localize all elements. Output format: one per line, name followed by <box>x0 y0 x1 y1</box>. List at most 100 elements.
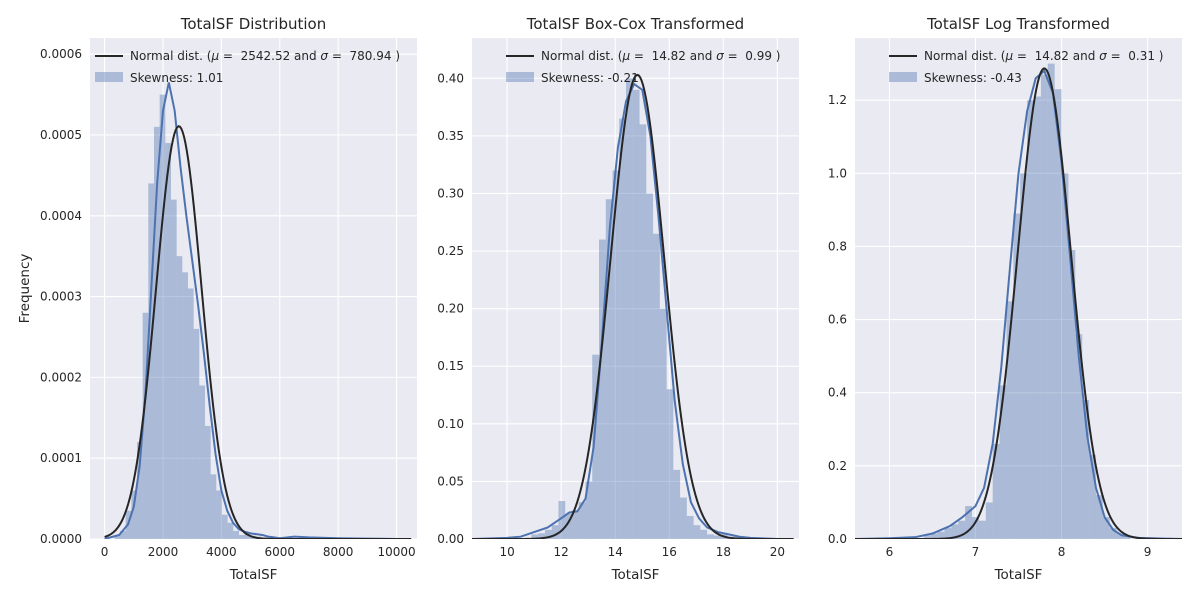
plot-background <box>472 38 799 539</box>
histogram-bar <box>244 532 251 539</box>
histogram-bar <box>599 239 606 539</box>
y-tick-label: 0.0006 <box>40 47 82 61</box>
y-tick-label: 0.4 <box>828 386 847 400</box>
panel-1: 0 2000 4000 6000 8000 10000 0.0000 0.0001 0.0002… <box>17 15 417 583</box>
y-tick-label: 0.0 <box>828 532 847 546</box>
histogram-bar <box>165 143 171 539</box>
legend-normal-label: Normal dist. (μ = 2542.52 and σ = 780.94… <box>130 49 400 63</box>
y-tick-label: 0.20 <box>437 302 464 316</box>
histogram-bar <box>227 522 234 539</box>
histogram-bar <box>182 272 188 539</box>
plot-area <box>855 63 1182 539</box>
y-tick-label: 0.00 <box>437 532 464 546</box>
kde-line <box>855 69 1182 539</box>
histogram-bar <box>585 481 593 539</box>
legend-skewness-label: Skewness: -0.43 <box>924 71 1022 85</box>
histogram-bar <box>137 442 143 539</box>
histogram-bar <box>170 199 177 539</box>
histogram-bar <box>142 312 149 539</box>
x-axis-label: TotalSF <box>611 567 660 583</box>
histogram-bar <box>693 525 701 539</box>
x-tick-label: 8000 <box>323 545 354 559</box>
histogram-bar <box>958 520 966 539</box>
x-tick-label: 8 <box>1058 545 1066 559</box>
x-tick-label: 10 <box>499 545 514 559</box>
x-axis-label: TotalSF <box>229 567 278 583</box>
legend-hist-swatch <box>95 72 123 82</box>
histogram-bar <box>626 78 633 539</box>
histogram-bar <box>1095 495 1103 539</box>
plot-area <box>104 82 412 539</box>
x-tick-label: 10000 <box>377 545 415 559</box>
histogram-bar <box>531 534 539 539</box>
histogram-bar <box>612 170 620 539</box>
panel-title: TotalSF Log Transformed <box>926 15 1110 33</box>
legend: Normal dist. (μ = 2542.52 and σ = 780.94… <box>95 49 400 85</box>
y-tick-label: 0.0001 <box>40 451 82 465</box>
histogram-bar <box>578 502 586 539</box>
histogram-bar <box>538 533 545 539</box>
y-tick-label: 0.8 <box>828 239 847 253</box>
x-tick-label: 4000 <box>206 545 237 559</box>
panel-title: TotalSF Box-Cox Transformed <box>526 15 744 33</box>
histogram-bar <box>176 256 183 539</box>
histogram-bar <box>999 385 1007 539</box>
normal-fit-line <box>855 67 1182 539</box>
x-tick-label: 18 <box>716 545 731 559</box>
histogram-bar <box>233 530 239 539</box>
histogram-bar <box>680 497 687 539</box>
histogram-bar <box>544 529 552 539</box>
histogram-bar <box>1082 400 1090 539</box>
panel-title: TotalSF Distribution <box>180 15 326 33</box>
legend: Normal dist. (μ = 14.82 and σ = 0.31 ) Sk… <box>889 49 1163 85</box>
y-tick-label: 0.35 <box>437 129 464 143</box>
y-axis-label: Frequency <box>17 254 33 324</box>
y-tick-label: 0.0003 <box>40 290 82 304</box>
histogram-bar <box>1116 533 1124 539</box>
histogram-bar <box>700 529 708 539</box>
histogram-bar <box>216 490 222 539</box>
plot-background <box>855 38 1182 539</box>
histogram-bar <box>653 233 660 539</box>
histogram-bar <box>1040 74 1048 539</box>
histogram-bar <box>571 510 579 539</box>
histogram-bar <box>120 530 126 539</box>
legend-hist-swatch <box>889 72 917 82</box>
histogram-bar <box>1102 517 1110 539</box>
x-tick-label: 6000 <box>265 545 296 559</box>
histogram-bar <box>1047 63 1055 539</box>
histogram-bar <box>1006 301 1014 539</box>
histogram-bar <box>965 506 973 539</box>
histogram-bar <box>1068 250 1076 539</box>
histogram-bar <box>187 288 194 539</box>
histogram-bar <box>923 535 931 539</box>
y-tick-label: 0.2 <box>828 459 847 473</box>
histogram-bar <box>673 469 681 539</box>
histogram-bar <box>1061 173 1069 539</box>
normal-fit-line <box>472 73 794 539</box>
plot-area <box>472 73 794 539</box>
histogram-bar <box>646 193 654 539</box>
histogram-bar <box>153 126 160 539</box>
histogram-bar <box>666 389 674 539</box>
histogram-bar <box>148 183 154 539</box>
histogram-bar <box>992 443 1000 539</box>
y-tick-label: 1.2 <box>828 93 847 107</box>
y-tick-label: 0.6 <box>828 313 847 327</box>
x-tick-label: 0 <box>101 545 109 559</box>
x-tick-label: 20 <box>770 545 785 559</box>
histogram-bar <box>632 89 640 539</box>
x-tick-label: 9 <box>1144 545 1152 559</box>
kde-line <box>104 82 412 539</box>
histogram-bar <box>707 534 714 539</box>
y-tick-label: 0.10 <box>437 417 464 431</box>
x-axis-label: TotalSF <box>994 567 1043 583</box>
histogram-bar <box>193 328 200 539</box>
histogram-bar <box>114 534 121 539</box>
histogram-bar <box>659 308 667 539</box>
panel-3: 6 7 8 9 0.0 0.2 0.4 0.6 0.8 1.0 1.2 TotalSF Log Tra… <box>828 15 1182 583</box>
histogram-bar <box>639 124 647 539</box>
histogram-bar <box>944 528 952 539</box>
legend-skewness-label: Skewness: 1.01 <box>130 71 223 85</box>
